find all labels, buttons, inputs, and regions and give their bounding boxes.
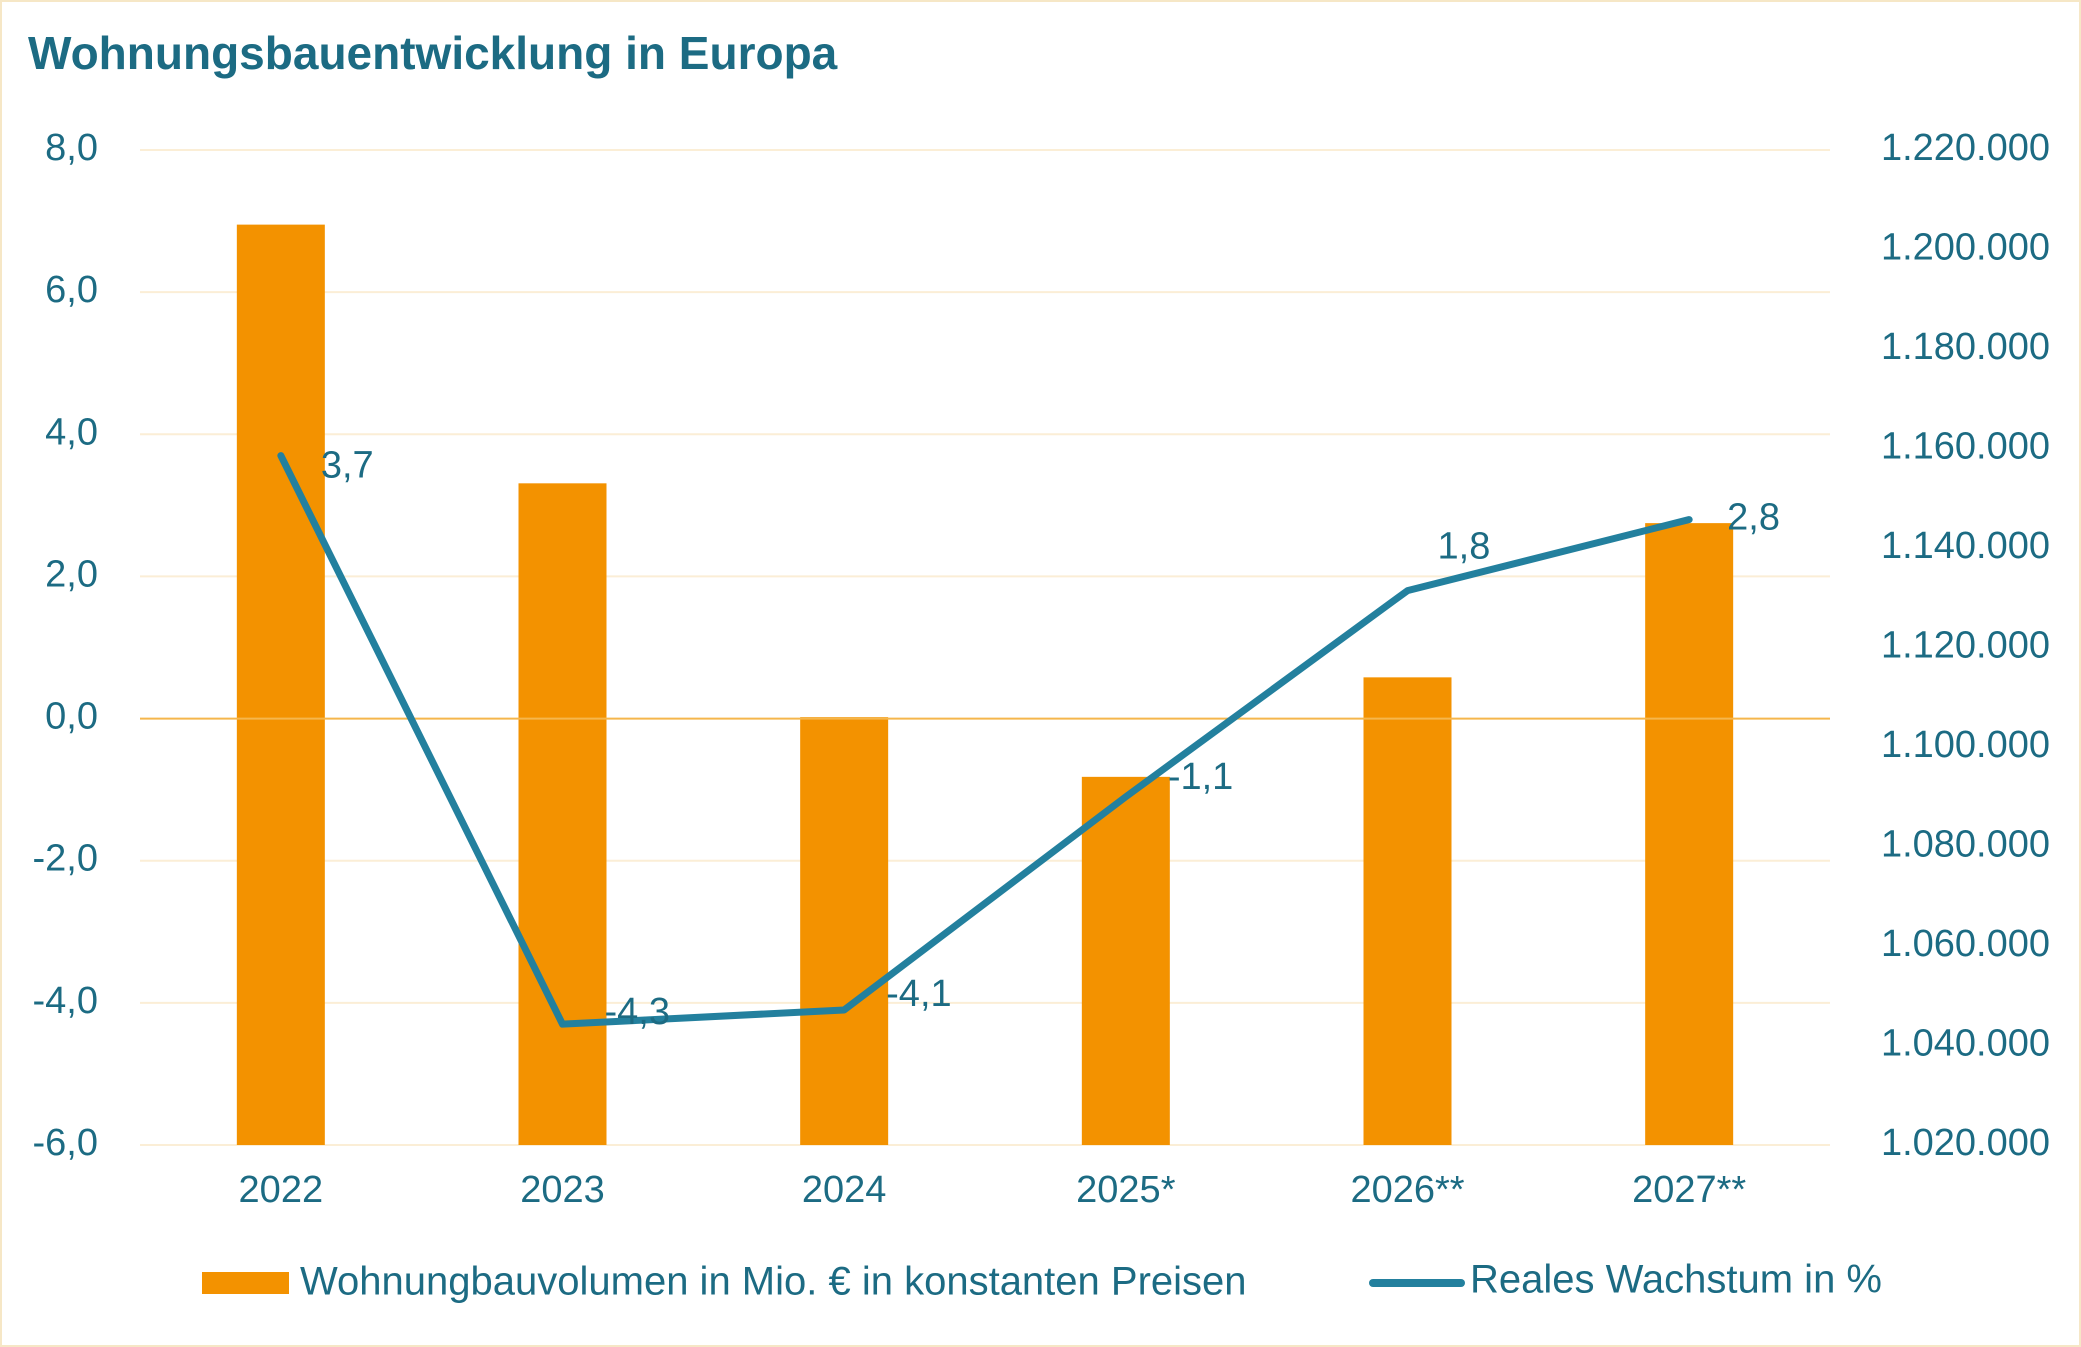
y-left-tick-label: 6,0: [45, 269, 98, 311]
y-right-tick-label: 1.040.000: [1881, 1023, 2050, 1065]
bar: [518, 483, 607, 1145]
data-label: -1,1: [1168, 756, 1233, 798]
x-tick-label: 2025*: [1076, 1169, 1176, 1211]
growth-line: [277, 452, 1693, 1028]
x-tick-label: 2026**: [1350, 1169, 1464, 1211]
y-right-tick-label: 1.160.000: [1881, 426, 2050, 468]
y-left-tick-label: 2,0: [45, 553, 98, 595]
y-right-tick-label: 1.180.000: [1881, 326, 2050, 368]
y-right-tick-label: 1.060.000: [1881, 923, 2050, 965]
y-right-tick-label: 1.020.000: [1881, 1122, 2050, 1164]
data-label: 1,8: [1438, 526, 1491, 568]
y-right-tick-label: 1.100.000: [1881, 724, 2050, 766]
legend: Wohnungbauvolumen in Mio. € in konstante…: [202, 1258, 1882, 1304]
x-tick-label: 2022: [239, 1169, 324, 1211]
x-tick-label: 2023: [520, 1169, 605, 1211]
y-left-tick-label: 0,0: [45, 696, 98, 738]
bar: [1363, 677, 1452, 1145]
y-right-tick-label: 1.140.000: [1881, 525, 2050, 567]
y-right-tick-label: 1.080.000: [1881, 824, 2050, 866]
bar: [1645, 523, 1734, 1145]
legend-label: Wohnungbauvolumen in Mio. € in konstante…: [300, 1260, 1247, 1304]
data-label: -4,1: [886, 973, 951, 1015]
y-right-tick-label: 1.220.000: [1881, 127, 2050, 169]
y-right-tick-label: 1.200.000: [1881, 227, 2050, 269]
data-label: 2,8: [1727, 497, 1780, 539]
legend-swatch-bar: [202, 1272, 289, 1294]
y-left-tick-label: -6,0: [33, 1122, 98, 1164]
y-left-tick-label: 8,0: [45, 127, 98, 169]
bar: [800, 717, 889, 1145]
data-label: 3,7: [321, 445, 374, 487]
bar: [236, 224, 325, 1145]
chart-title: Wohnungsbauentwicklung in Europa: [28, 27, 838, 79]
y-left-tick-label: 4,0: [45, 411, 98, 453]
x-tick-label: 2027**: [1632, 1169, 1746, 1211]
data-label: -4,3: [605, 991, 670, 1033]
y-right-tick-label: 1.120.000: [1881, 625, 2050, 667]
bar: [1081, 776, 1170, 1145]
legend-label: Reales Wachstum in %: [1470, 1258, 1882, 1302]
x-tick-label: 2024: [802, 1169, 887, 1211]
y-left-tick-label: -4,0: [33, 980, 98, 1022]
y-left-tick-label: -2,0: [33, 838, 98, 880]
